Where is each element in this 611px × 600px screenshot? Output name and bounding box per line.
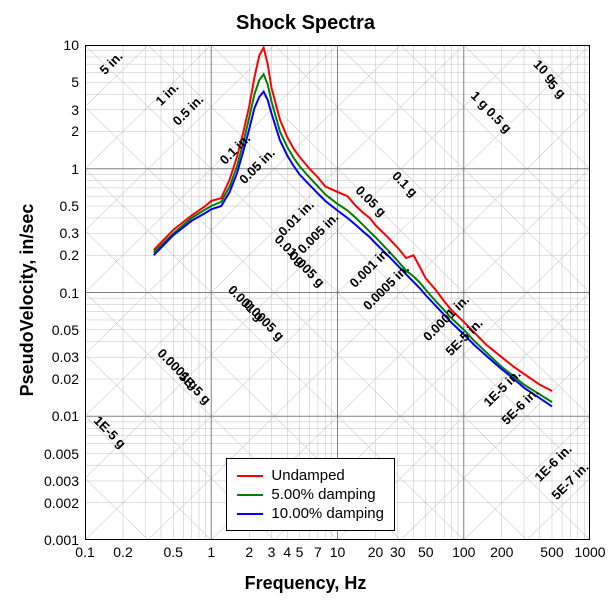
y-tick-label: 0.3: [60, 225, 79, 241]
y-tick-label: 0.001: [44, 532, 79, 548]
legend-item: Undamped: [237, 467, 384, 484]
y-tick-label: 1: [71, 161, 79, 177]
x-tick-label: 10: [330, 544, 346, 560]
x-tick-label: 1: [207, 544, 215, 560]
legend-label: 5.00% damping: [271, 486, 375, 503]
y-tick-label: 0.1: [60, 285, 79, 301]
legend-label: 10.00% damping: [271, 505, 384, 522]
legend-item: 5.00% damping: [237, 486, 384, 503]
legend-label: Undamped: [271, 467, 344, 484]
legend-swatch: [237, 475, 263, 477]
x-tick-label: 3: [268, 544, 276, 560]
y-axis-label: PseudoVelocity, in/sec: [17, 204, 38, 397]
x-tick-label: 0.2: [113, 544, 132, 560]
legend: Undamped 5.00% damping 10.00% damping: [226, 458, 395, 531]
x-tick-label: 100: [452, 544, 475, 560]
x-tick-label: 0.5: [164, 544, 183, 560]
x-tick-label: 30: [390, 544, 406, 560]
y-tick-label: 0.2: [60, 247, 79, 263]
x-tick-label: 5: [296, 544, 304, 560]
legend-swatch: [237, 513, 263, 515]
y-tick-label: 2: [71, 123, 79, 139]
y-tick-label: 0.003: [44, 473, 79, 489]
x-tick-label: 20: [368, 544, 384, 560]
x-tick-label: 4: [283, 544, 291, 560]
y-tick-label: 0.5: [60, 198, 79, 214]
x-tick-label: 7: [314, 544, 322, 560]
legend-item: 10.00% damping: [237, 505, 384, 522]
y-tick-label: 5: [71, 74, 79, 90]
y-tick-label: 0.02: [52, 371, 79, 387]
x-tick-label: 50: [418, 544, 434, 560]
x-tick-label: 200: [490, 544, 513, 560]
y-tick-label: 0.005: [44, 446, 79, 462]
y-tick-label: 0.01: [52, 408, 79, 424]
chart-title: Shock Spectra: [0, 12, 611, 35]
y-tick-label: 0.03: [52, 349, 79, 365]
legend-swatch: [237, 494, 263, 496]
x-tick-label: 1000: [574, 544, 605, 560]
y-tick-label: 0.002: [44, 495, 79, 511]
shock-spectra-chart: Shock Spectra PseudoVelocity, in/sec Fre…: [0, 0, 611, 600]
y-tick-label: 3: [71, 102, 79, 118]
x-tick-label: 2: [245, 544, 253, 560]
y-tick-label: 10: [63, 37, 79, 53]
x-tick-label: 500: [540, 544, 563, 560]
y-tick-label: 0.05: [52, 322, 79, 338]
x-axis-label: Frequency, Hz: [0, 573, 611, 594]
